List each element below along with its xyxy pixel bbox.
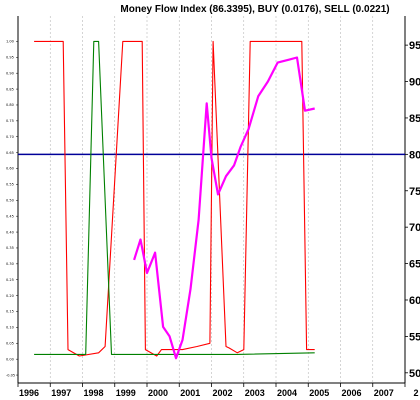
right-tick-label: 80	[409, 149, 420, 161]
left-tick-label: 0.30	[6, 262, 14, 266]
left-tick-label: 0.55	[6, 183, 14, 187]
x-tick-label: 2003	[245, 388, 265, 398]
grid-layer	[49, 16, 374, 383]
left-tick-label: 0.90	[6, 71, 14, 75]
right-tick-label: 95	[409, 40, 420, 52]
x-tick-label: 1999	[116, 388, 136, 398]
x-tick-label: 2005	[309, 388, 329, 398]
left-tick-label: 0.20	[6, 294, 14, 298]
x-tick-label: 2001	[180, 388, 200, 398]
x-tick-label: 2007	[374, 388, 394, 398]
left-tick-label: 0.65	[6, 151, 14, 155]
x-tick-label: 2004	[277, 388, 297, 398]
left-tick-label: 1.00	[6, 40, 14, 44]
right-axis-ticks: 95 90 85 80 75 70 65 60 55 50	[409, 40, 420, 380]
left-tick-label: 0.00	[6, 357, 14, 361]
left-tick-label: 0.05	[6, 341, 14, 345]
left-tick-label: 0.15	[6, 310, 14, 314]
left-tick-label: 0.25	[6, 278, 14, 282]
right-tick-label: 65	[409, 259, 420, 271]
left-tick-label: 0.45	[6, 214, 14, 218]
x-tick-label: 2006	[341, 388, 361, 398]
left-tick-label: -0.05	[6, 373, 15, 377]
right-tick-label: 50	[409, 368, 420, 380]
chart-title: Money Flow Index (86.3395), BUY (0.0176)…	[120, 4, 389, 15]
left-tick-label: 0.10	[6, 326, 14, 330]
left-tick-label: 0.85	[6, 87, 14, 91]
left-tick-label: 0.80	[6, 103, 14, 107]
x-tick-label: 2002	[212, 388, 232, 398]
money-flow-index-line	[133, 56, 315, 360]
x-tick-label: 2	[413, 388, 418, 398]
left-tick-label: 0.35	[6, 246, 14, 250]
left-axis-ticks: 1.00 0.95 0.90 0.85 0.80 0.75 0.70 0.65 0.60 0.55…	[6, 40, 15, 378]
right-tick-label: 70	[409, 222, 420, 234]
left-tick-label: 0.75	[6, 119, 14, 123]
right-tick-label: 85	[409, 113, 420, 125]
left-tick-label: 0.40	[6, 230, 14, 234]
axes-layer	[16, 16, 408, 387]
left-tick-label: 0.50	[6, 198, 14, 202]
left-tick-label: 0.95	[6, 56, 14, 60]
x-tick-label: 1997	[51, 388, 71, 398]
x-tick-label: 1996	[19, 388, 39, 398]
right-tick-label: 90	[409, 77, 420, 89]
series-layer	[18, 40, 405, 360]
right-tick-label: 75	[409, 186, 420, 198]
left-tick-label: 0.70	[6, 135, 14, 139]
right-tick-label: 60	[409, 295, 420, 307]
x-tick-label: 1998	[83, 388, 103, 398]
right-tick-label: 55	[409, 331, 420, 343]
x-axis-ticks: 1996 1997 1998 1999 2000 2001 2002 2003 2004 2005…	[19, 388, 419, 398]
x-tick-label: 2000	[148, 388, 168, 398]
sell-signal-line	[34, 40, 315, 357]
left-tick-label: 0.60	[6, 167, 14, 171]
buy-signal-line	[34, 40, 315, 355]
